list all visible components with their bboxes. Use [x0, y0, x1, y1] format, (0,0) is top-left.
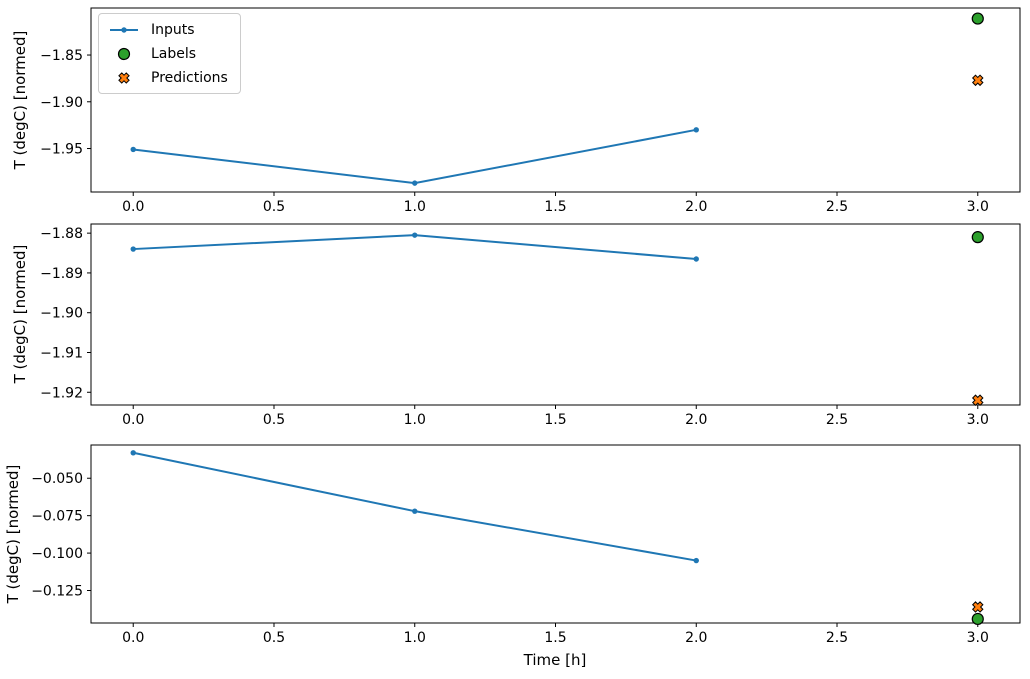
legend: Inputs Labels Predictions: [98, 13, 241, 94]
x-tick-label: 1.0: [404, 630, 426, 646]
y-tick-label: −1.90: [40, 306, 83, 322]
x-tick-label: 0.5: [263, 630, 285, 646]
data-point-inputs: [693, 557, 699, 564]
y-tick-label: −0.075: [31, 509, 83, 525]
data-point-inputs: [130, 246, 136, 252]
y-tick-label: −1.90: [40, 95, 83, 111]
y-tick-label: −1.88: [40, 226, 83, 242]
data-point-inputs: [130, 146, 136, 153]
x-tick-label: 2.0: [685, 412, 707, 428]
x-tick-label: 3.0: [967, 412, 989, 428]
y-tick-label: −1.95: [40, 142, 83, 158]
circle-icon: [117, 47, 131, 60]
x-tick-label: 1.0: [404, 412, 426, 428]
subplot-2: −1.88 −1.89 −1.90 −1.91 −1.92 0.0 0.5 1.0 1.5 2.0…: [40, 223, 1021, 428]
y-tick-label: −1.89: [40, 266, 83, 282]
marker-circle-labels: [971, 612, 984, 626]
axes-frame: [90, 223, 1021, 406]
x-tick-label: 1.5: [544, 199, 566, 215]
x-tick-label: 0.5: [263, 199, 285, 215]
data-point-inputs: [412, 508, 418, 514]
x-tick-label: 0.0: [122, 630, 144, 646]
axes-frame: [90, 444, 1021, 624]
y-tick-label: −0.125: [31, 584, 83, 600]
y-tick-label: −1.85: [40, 48, 83, 64]
marker-x-predictions: [971, 394, 984, 407]
legend-item-predictions: Predictions: [108, 67, 228, 88]
marker-circle-labels: [971, 12, 984, 25]
marker-circle-labels: [971, 231, 984, 244]
x-tick-label: 0.0: [122, 199, 144, 215]
marker-x-predictions: [971, 601, 984, 613]
x-tick-label: 2.0: [685, 630, 707, 646]
x-tick-label: 0.5: [263, 412, 285, 428]
x-tick-label: 2.0: [685, 199, 707, 215]
x-tick-label: 1.5: [544, 630, 566, 646]
y-tick-label: −1.92: [40, 385, 83, 401]
x-tick-label: 1.5: [544, 412, 566, 428]
legend-item-labels: Labels: [108, 43, 228, 64]
x-tick-label: 3.0: [967, 630, 989, 646]
data-point-inputs: [693, 127, 699, 133]
data-point-inputs: [130, 450, 136, 456]
subplot-3-y-axis-label: T (degC) [normed]: [4, 464, 22, 604]
x-tick-label: 0.0: [122, 412, 144, 428]
legend-item-inputs: Inputs: [108, 19, 228, 40]
legend-label: Inputs: [151, 21, 195, 38]
x-tick-label: 1.0: [404, 199, 426, 215]
marker-x-predictions: [971, 74, 984, 87]
axes-frame: [90, 7, 1021, 193]
x-icon: [118, 71, 130, 84]
data-point-inputs: [412, 232, 418, 238]
x-tick-label: 2.5: [826, 412, 848, 428]
x-tick-label: 3.0: [967, 199, 989, 215]
y-tick-label: −0.050: [31, 471, 83, 487]
legend-label: Predictions: [151, 69, 228, 86]
subplot-3: −0.050 −0.075 −0.100 −0.125 0.0 0.5 1.0 1.5 2.0 2…: [31, 444, 1021, 646]
y-tick-label: −0.100: [31, 546, 83, 562]
data-point-inputs: [693, 256, 699, 262]
x-tick-label: 2.5: [826, 630, 848, 646]
subplot-1-y-axis-label: T (degC) [normed]: [11, 30, 29, 170]
subplot-2-y-axis-label: T (degC) [normed]: [11, 244, 29, 384]
subplot-1: −1.85 −1.90 −1.95 0.0 0.5 1.0 1.5 2.0 2.5 3.0: [40, 7, 1021, 215]
x-tick-label: 2.5: [826, 199, 848, 215]
x-axis-label: Time [h]: [523, 651, 587, 669]
legend-label: Labels: [151, 45, 197, 62]
line-dot-icon: [110, 26, 138, 33]
data-point-inputs: [412, 180, 418, 186]
y-tick-label: −1.91: [40, 345, 83, 361]
